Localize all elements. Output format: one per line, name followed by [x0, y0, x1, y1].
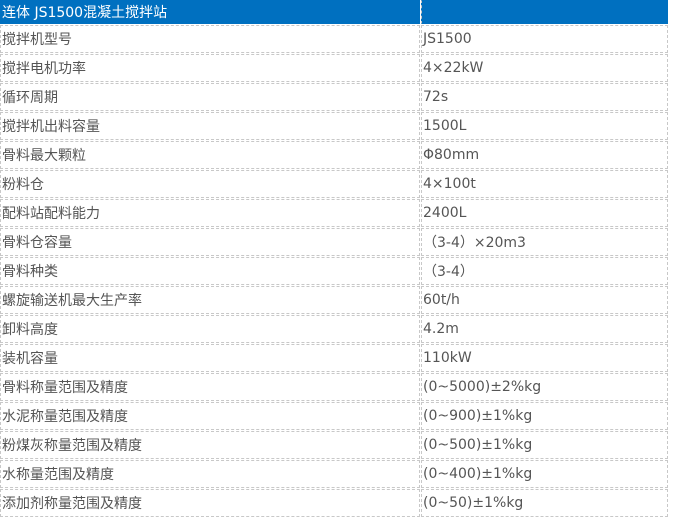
spec-label: 添加剂称量范围及精度: [0, 489, 420, 517]
table-row: 螺旋输送机最大生产率 60t/h: [0, 286, 668, 314]
table-row: 添加剂称量范围及精度 (0~50)±1%kg: [0, 489, 668, 517]
spec-value: (0~50)±1%kg: [421, 489, 668, 517]
spec-label: 循环周期: [0, 83, 420, 111]
table-row: 水泥称量范围及精度 (0~900)±1%kg: [0, 402, 668, 430]
spec-value: JS1500: [421, 25, 668, 53]
spec-value: 60t/h: [421, 286, 668, 314]
spec-value: 1500L: [421, 112, 668, 140]
spec-label: 骨料种类: [0, 257, 420, 285]
spec-value: 72s: [421, 83, 668, 111]
table-row: 骨料称量范围及精度 (0~5000)±2%kg: [0, 373, 668, 401]
spec-label: 装机容量: [0, 344, 420, 372]
table-row: 循环周期 72s: [0, 83, 668, 111]
spec-value: （3-4）×20m3: [421, 228, 668, 256]
table-row: 水称量范围及精度 (0~400)±1%kg: [0, 460, 668, 488]
spec-value: 4×22kW: [421, 54, 668, 82]
spec-label: 粉料仓: [0, 170, 420, 198]
spec-label: 配料站配料能力: [0, 199, 420, 227]
table-row: 粉煤灰称量范围及精度 (0~500)±1%kg: [0, 431, 668, 459]
spec-label: 卸料高度: [0, 315, 420, 343]
table-row: 骨料最大颗粒 Φ80mm: [0, 141, 668, 169]
spec-value: (0~900)±1%kg: [421, 402, 668, 430]
spec-value: Φ80mm: [421, 141, 668, 169]
spec-value: (0~5000)±2%kg: [421, 373, 668, 401]
spec-value: 110kW: [421, 344, 668, 372]
spec-value: 2400L: [421, 199, 668, 227]
spec-label: 粉煤灰称量范围及精度: [0, 431, 420, 459]
spec-value: 4.2m: [421, 315, 668, 343]
spec-value: 4×100t: [421, 170, 668, 198]
spec-label: 水称量范围及精度: [0, 460, 420, 488]
table-title-value: [421, 0, 668, 24]
spec-label: 螺旋输送机最大生产率: [0, 286, 420, 314]
spec-label: 搅拌机型号: [0, 25, 420, 53]
table-row: 卸料高度 4.2m: [0, 315, 668, 343]
table-row: 搅拌电机功率 4×22kW: [0, 54, 668, 82]
spec-label: 骨料最大颗粒: [0, 141, 420, 169]
table-row: 装机容量 110kW: [0, 344, 668, 372]
table-row: 搅拌机出料容量 1500L: [0, 112, 668, 140]
spec-label: 搅拌电机功率: [0, 54, 420, 82]
table-row: 骨料仓容量 （3-4）×20m3: [0, 228, 668, 256]
table-header-row: 连体 JS1500混凝土搅拌站: [0, 0, 668, 24]
table-row: 配料站配料能力 2400L: [0, 199, 668, 227]
table-title: 连体 JS1500混凝土搅拌站: [0, 0, 420, 24]
table-row: 粉料仓 4×100t: [0, 170, 668, 198]
table-row: 骨料种类 （3-4）: [0, 257, 668, 285]
spec-value: （3-4）: [421, 257, 668, 285]
table-row: 搅拌机型号 JS1500: [0, 25, 668, 53]
spec-label: 水泥称量范围及精度: [0, 402, 420, 430]
spec-label: 搅拌机出料容量: [0, 112, 420, 140]
spec-value: (0~400)±1%kg: [421, 460, 668, 488]
spec-label: 骨料称量范围及精度: [0, 373, 420, 401]
spec-value: (0~500)±1%kg: [421, 431, 668, 459]
spec-label: 骨料仓容量: [0, 228, 420, 256]
